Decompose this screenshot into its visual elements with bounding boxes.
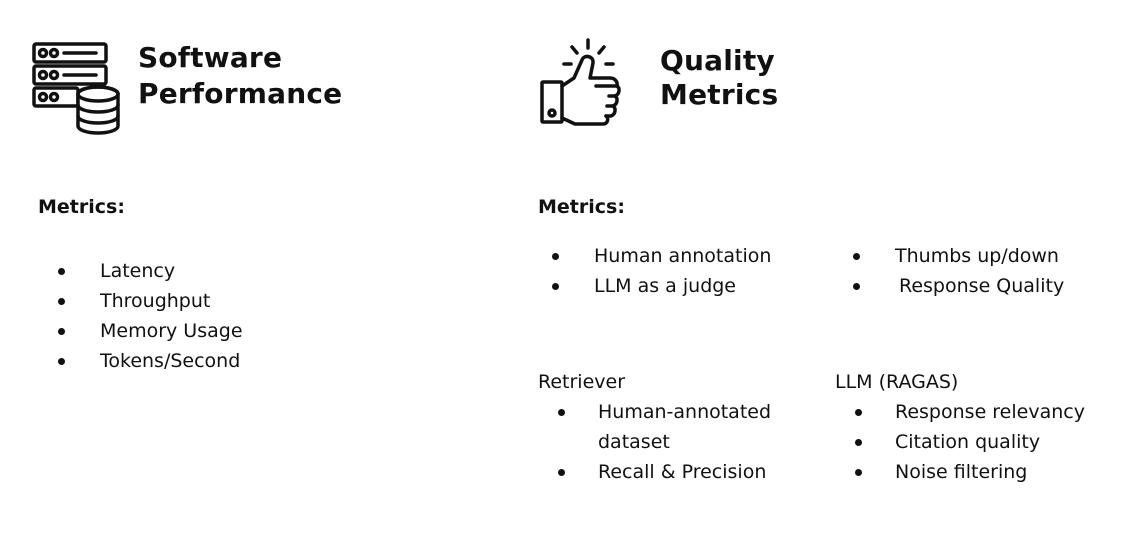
right-metrics-col2: Thumbs up/down Response Quality <box>851 241 1064 301</box>
left-title: Software Performance <box>138 40 342 112</box>
list-item: Response Quality <box>851 271 1064 301</box>
right-metrics-col1: Human annotation LLM as a judge <box>550 241 771 301</box>
list-item: Noise filtering <box>853 457 1085 487</box>
list-item: Throughput <box>56 286 243 316</box>
llm-ragas-list: Response relevancy Citation quality Nois… <box>853 397 1085 487</box>
left-metrics-heading: Metrics: <box>38 196 125 218</box>
list-item: Recall & Precision <box>556 457 818 487</box>
retriever-heading: Retriever <box>538 371 626 393</box>
left-metrics-list: Latency Throughput Memory Usage Tokens/S… <box>56 256 243 376</box>
right-title: Quality Metrics <box>660 44 778 112</box>
list-item: Response relevancy <box>853 397 1085 427</box>
list-item: Latency <box>56 256 243 286</box>
list-item: Citation quality <box>853 427 1085 457</box>
list-item: Memory Usage <box>56 316 243 346</box>
thumbs-up-icon <box>538 36 622 128</box>
list-item: Thumbs up/down <box>851 241 1064 271</box>
right-title-line2: Metrics <box>660 78 779 111</box>
list-item: LLM as a judge <box>550 271 771 301</box>
left-title-line1: Software <box>138 41 283 74</box>
right-title-line1: Quality <box>660 44 775 77</box>
list-item: Human annotation <box>550 241 771 271</box>
llm-ragas-heading: LLM (RAGAS) <box>835 371 959 393</box>
list-item: Tokens/Second <box>56 346 243 376</box>
right-metrics-heading: Metrics: <box>538 196 625 218</box>
retriever-list: Human-annotated dataset Recall & Precisi… <box>556 397 818 487</box>
server-database-icon <box>30 40 126 136</box>
list-item: Human-annotated dataset <box>556 397 818 457</box>
left-title-line2: Performance <box>138 77 343 110</box>
